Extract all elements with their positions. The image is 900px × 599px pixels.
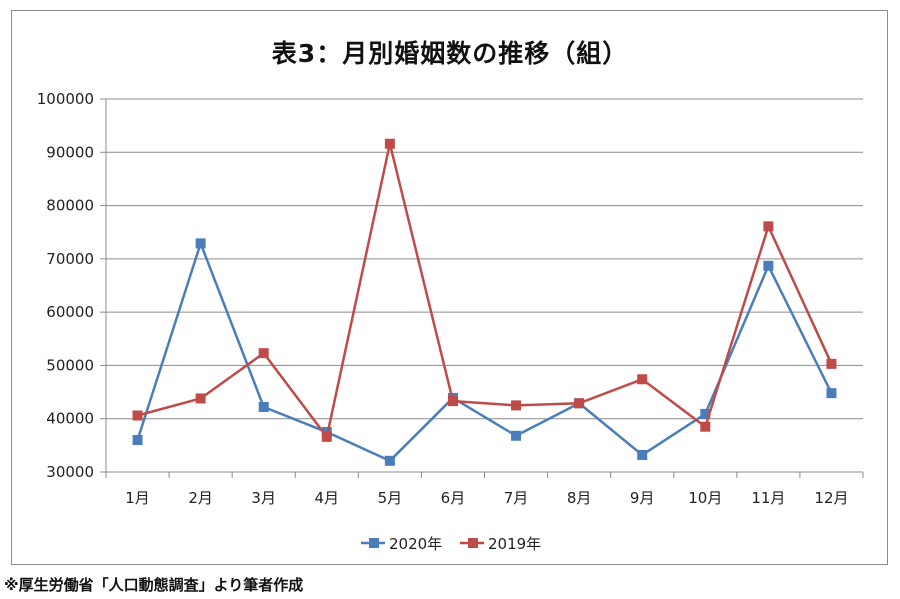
x-tick-label: 8月 <box>567 489 592 507</box>
x-tick-label: 5月 <box>378 489 403 507</box>
legend: 2020年 2019年 <box>361 535 541 553</box>
y-tick-label: 50000 <box>46 356 94 374</box>
x-tick-label: 7月 <box>504 489 529 507</box>
x-tick-label: 6月 <box>441 489 466 507</box>
data-point <box>700 408 711 419</box>
data-point <box>384 455 395 466</box>
y-tick-label: 40000 <box>46 410 94 428</box>
y-tick-label: 70000 <box>46 250 94 268</box>
data-point <box>195 238 206 249</box>
x-tick-label: 1月 <box>125 489 150 507</box>
data-point <box>132 435 143 446</box>
y-tick-label: 90000 <box>46 143 94 161</box>
x-tick-label: 12月 <box>814 489 848 507</box>
legend-marker <box>468 538 478 548</box>
data-point <box>637 449 648 460</box>
y-tick-label: 30000 <box>46 463 94 481</box>
data-point <box>195 393 206 404</box>
data-point <box>511 430 522 441</box>
series-line-0 <box>136 242 833 463</box>
data-point <box>258 401 269 412</box>
x-tick-label: 11月 <box>751 489 785 507</box>
data-point <box>637 374 648 385</box>
x-tick-label: 9月 <box>630 489 655 507</box>
data-point <box>132 410 143 421</box>
data-point <box>826 358 837 369</box>
data-point <box>763 260 774 271</box>
data-point <box>384 138 395 149</box>
data-point <box>826 388 837 399</box>
grid-lines <box>106 98 863 420</box>
y-tick-label: 60000 <box>46 303 94 321</box>
data-point <box>511 400 522 411</box>
y-tick-label: 80000 <box>46 197 94 215</box>
chart-title: 表3：月別婚姻数の推移（組） <box>271 39 629 68</box>
source-note: ※厚生労働省「人口動態調査」より筆者作成 <box>4 576 304 594</box>
y-tick-label: 100000 <box>37 90 94 108</box>
x-tick-label: 3月 <box>251 489 276 507</box>
legend-label: 2019年 <box>488 535 541 553</box>
x-tick-label: 2月 <box>188 489 213 507</box>
series-lines <box>132 138 837 466</box>
legend-label: 2020年 <box>389 535 442 553</box>
data-point <box>700 421 711 432</box>
data-point <box>763 221 774 232</box>
x-tick-label: 4月 <box>315 489 340 507</box>
data-point <box>574 398 585 409</box>
x-tick-label: 10月 <box>688 489 722 507</box>
data-point <box>321 431 332 442</box>
axes: 30000 40000 50000 60000 70000 80000 90000 10000… <box>37 90 864 507</box>
data-point <box>447 396 458 407</box>
data-point <box>258 348 269 359</box>
series-line-1 <box>137 142 833 439</box>
legend-marker <box>369 538 379 548</box>
